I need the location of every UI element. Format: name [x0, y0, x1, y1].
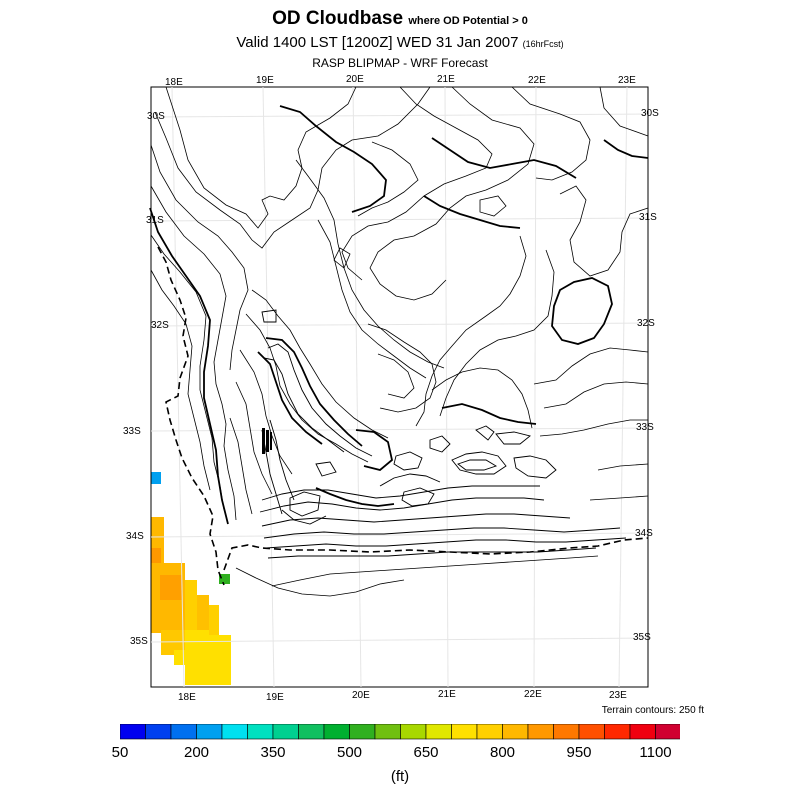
cloudbase-cell	[185, 630, 209, 685]
colorbar-swatch	[553, 724, 580, 740]
cloudbase-cell	[151, 548, 161, 565]
cloudbase-cell	[209, 635, 231, 685]
lon-bottom-label: 18E	[178, 692, 196, 703]
lon-bottom-label: 20E	[352, 690, 370, 701]
colorbar-swatch	[578, 724, 605, 740]
colorbar-label: 650	[413, 744, 439, 761]
colorbar-swatch	[145, 724, 172, 740]
lat-left-label: 31S	[146, 215, 164, 226]
lat-left-label: 32S	[151, 320, 169, 331]
colorbar-swatch	[527, 724, 554, 740]
lat-left-label: 35S	[130, 636, 148, 647]
cloudbase-cell	[185, 580, 197, 630]
title-main-suffix: where OD Potential > 0	[408, 15, 528, 27]
colorbar-swatch	[120, 724, 146, 740]
cloudbase-cell	[197, 595, 209, 635]
colorbar-label: 1100	[639, 744, 672, 761]
ridge-markers	[262, 428, 272, 454]
coastline	[157, 246, 649, 586]
colorbar-swatch	[272, 724, 299, 740]
lat-right-label: 31S	[639, 212, 657, 223]
colorbar-label: 500	[336, 744, 363, 761]
lat-left-label: 30S	[147, 111, 165, 122]
terrain-contours-dense	[259, 309, 627, 559]
colorbar-label: 800	[489, 744, 516, 761]
lat-right-label: 32S	[637, 318, 655, 329]
map-title: OD Cloudbase where OD Potential > 0	[0, 8, 800, 30]
colorbar-swatch	[604, 724, 631, 740]
valid-time: Valid 1400 LST [1200Z] WED 31 Jan 2007 (…	[0, 34, 800, 51]
lat-right-label: 35S	[633, 632, 651, 643]
colorbar-label: 950	[566, 744, 592, 761]
lon-top-label: 21E	[437, 74, 455, 85]
colorbar-swatch	[425, 724, 452, 740]
colorbar-swatch	[247, 724, 274, 740]
cloudbase-shading	[151, 472, 231, 685]
forecast-hour: (16hrFcst)	[522, 39, 564, 49]
valid-time-text: Valid 1400 LST [1200Z] WED 31 Jan 2007	[236, 34, 519, 51]
colorbar-swatch	[196, 724, 223, 740]
lon-bottom-label: 21E	[438, 689, 456, 700]
lat-right-label: 34S	[635, 528, 653, 539]
lon-top-label: 18E	[165, 77, 183, 88]
colorbar-swatch	[298, 724, 325, 740]
colorbar-label: 50	[111, 744, 129, 761]
lat-left-label: 34S	[126, 531, 144, 542]
colorbar-swatch	[655, 724, 680, 740]
cloudbase-cell	[209, 605, 219, 635]
colorbar-label: 350	[260, 744, 286, 761]
map-frame	[150, 86, 649, 688]
lon-top-label: 23E	[618, 75, 636, 86]
colorbar-swatch	[476, 724, 503, 740]
colorbar-swatch	[221, 724, 248, 740]
cloudbase-cell	[160, 575, 182, 600]
colorbar-label: 200	[183, 744, 210, 761]
cloudbase-cell	[219, 574, 230, 584]
lat-right-label: 33S	[636, 422, 654, 433]
colorbar-swatch	[170, 724, 197, 740]
lon-top-label: 20E	[346, 74, 364, 85]
colorbar-swatch	[374, 724, 401, 740]
cloudbase-cell	[151, 472, 161, 484]
graticule	[150, 86, 649, 688]
colorbar-swatch	[502, 724, 529, 740]
lat-right-label: 30S	[641, 108, 659, 119]
lon-top-label: 22E	[528, 75, 546, 86]
terrain-contours-major	[149, 105, 649, 525]
terrain-contours	[150, 86, 649, 597]
colorbar	[120, 724, 680, 740]
lon-top-label: 19E	[256, 75, 274, 86]
lon-bottom-label: 19E	[266, 692, 284, 703]
terrain-contour-note: Terrain contours: 250 ft	[601, 705, 704, 716]
colorbar-swatch	[451, 724, 478, 740]
colorbar-units: (ft)	[390, 768, 410, 785]
colorbar-swatch	[349, 724, 376, 740]
lat-left-label: 33S	[123, 426, 141, 437]
lon-bottom-label: 23E	[609, 690, 627, 701]
lon-bottom-label: 22E	[524, 689, 542, 700]
title-main: OD Cloudbase	[272, 8, 404, 29]
colorbar-swatch	[400, 724, 427, 740]
colorbar-swatch	[323, 724, 350, 740]
colorbar-swatch	[629, 724, 656, 740]
forecast-source: RASP BLIPMAP - WRF Forecast	[312, 56, 488, 70]
cloudbase-cell	[174, 650, 186, 665]
